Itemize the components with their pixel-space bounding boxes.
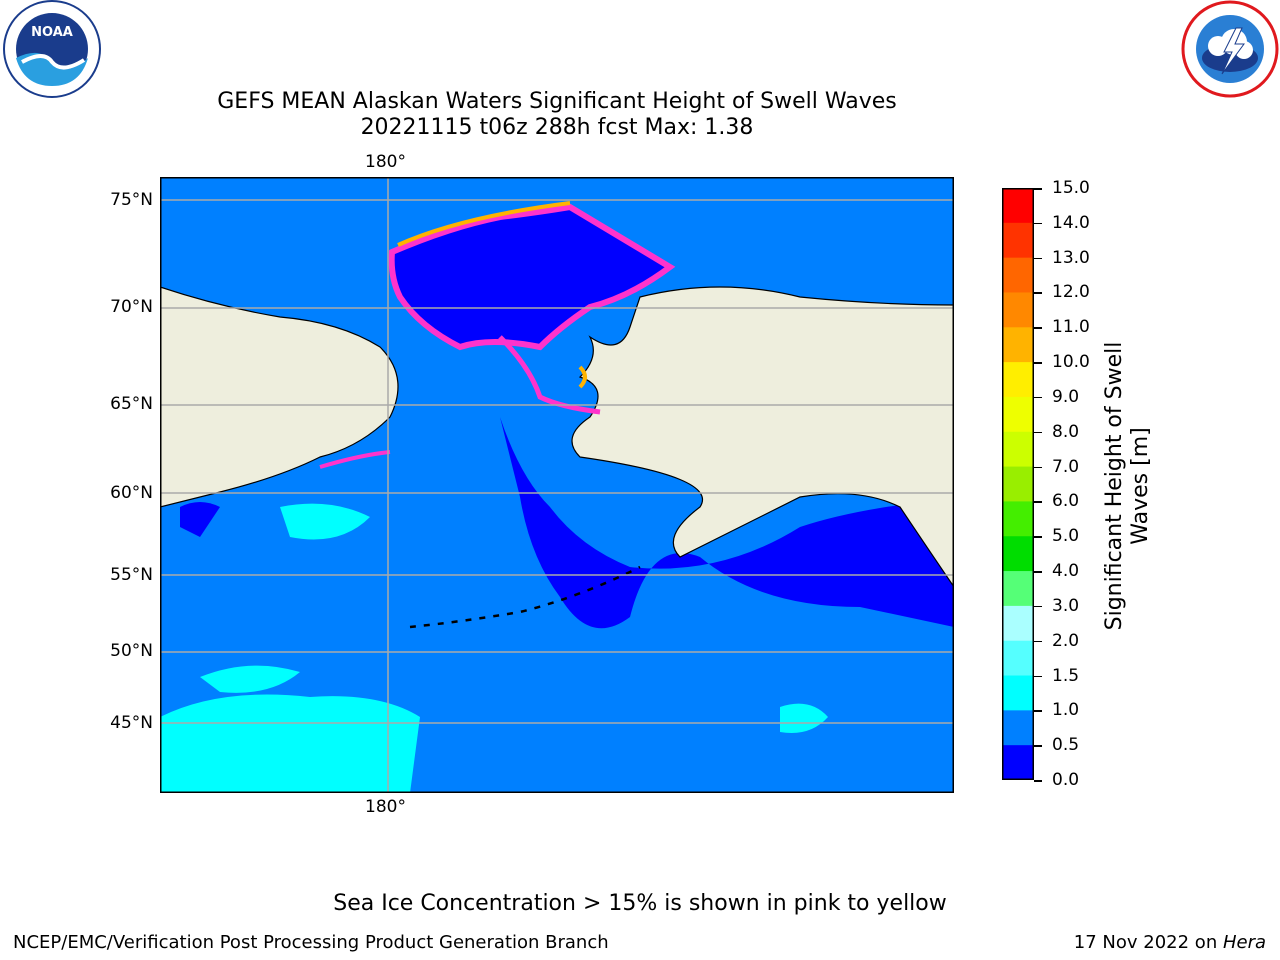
colorbar-segment [1002,501,1034,537]
colorbar-tick-label: 8.0 [1052,421,1080,442]
lat-label-55: 55°N [110,565,153,585]
colorbar-tick-label: 11.0 [1052,317,1090,338]
colorbar-tick-label: 13.0 [1052,247,1090,268]
colorbar-segment [1002,222,1034,259]
lat-label-50: 50°N [110,641,153,661]
sea-ice-edge-north [397,201,571,247]
colorbar-segment [1002,675,1034,711]
colorbar-tick-label: 1.0 [1052,700,1080,721]
sea-ice-norton [578,365,587,389]
colorbar-segment [1002,605,1034,642]
colorbar-tick-label: 4.0 [1052,561,1080,582]
colorbar-tick-mark [1034,257,1042,260]
colorbar-tick-mark [1034,710,1042,712]
land-siberia [160,286,399,508]
colorbar-tick-mark [1034,222,1042,225]
colorbar-tick-mark [1034,362,1042,364]
colorbar-segment [1002,640,1034,677]
map-panel [160,177,954,793]
chart-subtitle: 20221115 t06z 288h fcst Max: 1.38 [360,115,754,140]
ocean-high-swell-patch [200,665,300,693]
colorbar-tick-label: 0.0 [1052,770,1080,790]
footer-date-text: 17 Nov 2022 on [1073,932,1223,953]
colorbar-segment [1002,188,1034,224]
lat-label-60: 60°N [110,483,153,503]
colorbar-tick-label: 12.0 [1052,282,1090,303]
colorbar-tick-label: 7.0 [1052,456,1080,477]
ocean-low-swell-west [180,502,220,537]
colorbar-tick-label: 6.0 [1052,491,1080,512]
lat-label-45: 45°N [110,713,153,733]
footer-credit: NCEP/EMC/Verification Post Processing Pr… [13,932,609,953]
colorbar-tick-label: 0.5 [1052,735,1080,756]
footer-system-name: Hera [1222,932,1266,953]
colorbar-tick-label: 3.0 [1052,595,1080,616]
colorbar-tick-mark [1034,327,1042,329]
lon-label-top: 180° [365,152,406,172]
colorbar-segment [1002,710,1034,746]
colorbar-tick-label: 2.0 [1052,630,1080,651]
lat-label-75: 75°N [110,190,153,210]
noaa-logo-text: NOAA [31,25,73,40]
lat-label-70: 70°N [110,297,153,317]
colorbar-segment [1002,571,1034,607]
ocean-high-swell-east [780,703,828,733]
colorbar-tick-mark [1034,571,1042,573]
colorbar-tick-mark [1034,605,1042,608]
colorbar-tick-label: 14.0 [1052,212,1090,233]
colorbar-tick-mark [1034,188,1042,190]
colorbar-segment [1002,327,1034,363]
graticule [160,177,954,793]
colorbar-tick-mark [1034,396,1042,399]
noaa-logo-icon: NOAA [3,0,101,98]
sea-ice-bering [498,335,601,415]
map-border [160,177,954,793]
colorbar-segment [1002,466,1034,502]
colorbar-tick-mark [1034,292,1042,294]
colorbar [1002,188,1034,780]
ocean-low-swell-arctic [388,203,676,351]
colorbar-tick-mark [1034,675,1042,678]
footer-date: 17 Nov 2022 on Hera [1074,932,1266,953]
colorbar-tick-label: 9.0 [1052,386,1080,407]
colorbar-segment [1002,431,1034,468]
chart-title: GEFS MEAN Alaskan Waters Significant Hei… [217,89,897,114]
colorbar-tick-label: 5.0 [1052,526,1080,547]
colorbar-tick-label: 1.5 [1052,665,1080,686]
lon-label-bottom: 180° [365,797,406,817]
colorbar-tick-mark [1034,431,1042,434]
colorbar-tick-mark [1034,466,1042,469]
colorbar-tick-mark [1034,640,1042,643]
colorbar-segment [1002,536,1034,572]
nws-logo-icon [1181,0,1279,98]
ocean-high-swell-west [160,694,420,793]
colorbar-segment [1002,396,1034,433]
colorbar-title: Significant Height of Swell Waves [m] [1102,341,1153,631]
colorbar-tick-label: 15.0 [1052,178,1090,198]
lat-label-65: 65°N [110,394,153,414]
colorbar-tick-mark [1034,745,1042,747]
colorbar-segment [1002,362,1034,398]
colorbar-segment [1002,745,1034,780]
colorbar-segment [1002,257,1034,293]
colorbar-tick-mark [1034,536,1042,538]
sea-ice-siberia-coast [319,450,391,469]
ocean-high-swell-central [280,503,370,540]
colorbar-tick-label: 10.0 [1052,352,1090,373]
colorbar-tick-mark [1034,501,1042,503]
sea-ice-note: Sea Ice Concentration > 15% is shown in … [333,891,947,916]
colorbar-tick-mark [1034,780,1042,782]
colorbar-segment [1002,292,1034,328]
aleutian-islands [409,565,641,629]
